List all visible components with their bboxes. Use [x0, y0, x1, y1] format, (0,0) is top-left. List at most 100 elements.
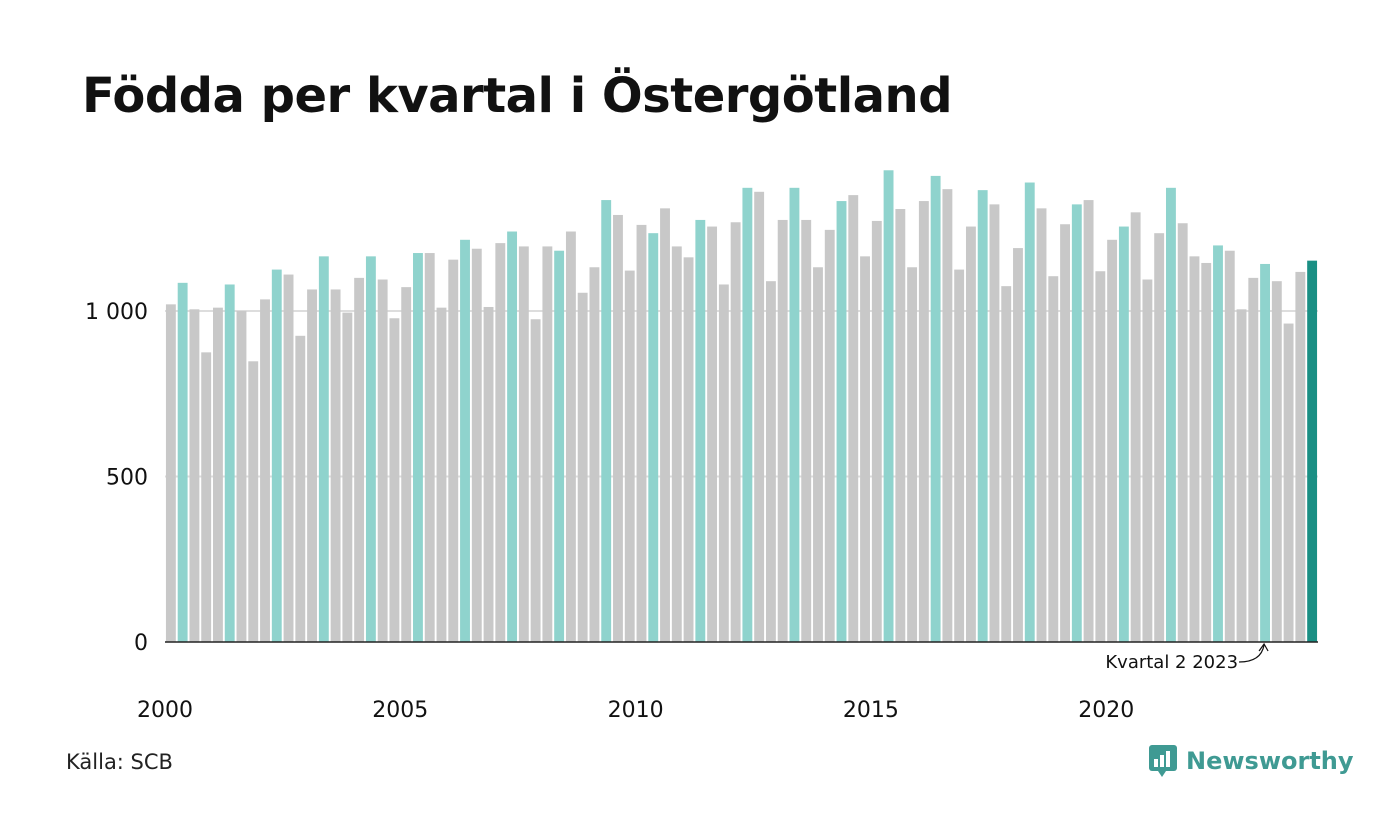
bar [1060, 224, 1070, 642]
annotation-arrowhead [1258, 642, 1269, 652]
bar [295, 335, 306, 642]
bar [613, 214, 623, 642]
bar [213, 307, 223, 642]
brand-logo: Newsworthy [1148, 744, 1354, 778]
bar [777, 219, 788, 642]
bar [1177, 223, 1188, 642]
bar [1024, 182, 1035, 642]
bar [518, 246, 529, 642]
bar [860, 256, 870, 642]
bar [789, 187, 800, 643]
bar [1107, 239, 1118, 643]
bars [165, 170, 1318, 643]
bar [742, 187, 753, 643]
bar [318, 256, 329, 642]
bar [389, 318, 400, 642]
bar [1036, 208, 1047, 642]
bar [330, 289, 341, 642]
bar [365, 256, 376, 642]
y-tick-label: 0 [134, 631, 148, 656]
bar [236, 310, 247, 642]
bar [201, 352, 212, 642]
bar [671, 246, 682, 642]
bar [1236, 309, 1247, 642]
bar [965, 226, 976, 642]
bar [460, 239, 470, 643]
bar [918, 201, 929, 642]
bar [1213, 245, 1223, 642]
bar [471, 248, 482, 643]
bar [1013, 248, 1023, 642]
bar [554, 250, 565, 643]
bar [824, 229, 835, 643]
bar [1224, 250, 1235, 643]
bar [648, 233, 659, 642]
source-note: Källa: SCB [66, 750, 173, 774]
bar [601, 200, 612, 642]
bar [483, 306, 494, 642]
bar [589, 267, 600, 642]
bar [413, 253, 423, 642]
bar [424, 253, 435, 642]
bar [1201, 262, 1212, 642]
bar [1248, 277, 1259, 642]
bar [189, 309, 200, 642]
bar [1071, 204, 1082, 642]
bar [565, 231, 576, 642]
bar [977, 190, 988, 642]
bar [307, 289, 318, 642]
bar [660, 208, 670, 642]
bar [507, 231, 518, 642]
x-tick-label: 2015 [843, 698, 899, 723]
bar [177, 282, 188, 642]
bar [836, 201, 847, 642]
x-tick-label: 2020 [1078, 698, 1134, 723]
bar [1095, 271, 1106, 642]
x-tick-label: 2010 [608, 698, 664, 723]
bar [1165, 187, 1176, 643]
bar [1295, 271, 1306, 642]
y-tick-label: 1 000 [85, 300, 148, 325]
bar [436, 307, 447, 642]
bar [1307, 260, 1318, 642]
bar [883, 170, 894, 642]
bar [636, 224, 647, 642]
bar [871, 220, 882, 642]
bar [1189, 256, 1200, 642]
bar [283, 274, 294, 642]
bar [577, 292, 588, 642]
bar [754, 191, 765, 643]
bar [848, 195, 859, 642]
bar [248, 361, 259, 642]
bar [165, 304, 176, 642]
bar [707, 226, 718, 642]
bar [954, 269, 965, 642]
bar [495, 243, 506, 642]
bar [1271, 281, 1282, 642]
brand-name: Newsworthy [1186, 747, 1354, 775]
annotation-label: Kvartal 2 2023 [1105, 652, 1238, 673]
bar [1118, 226, 1129, 642]
bar [930, 175, 941, 642]
bar [624, 270, 635, 642]
annotation: Kvartal 2 2023 [1105, 642, 1269, 673]
bar [765, 281, 776, 642]
bar [224, 284, 235, 642]
bar [1048, 276, 1059, 642]
bar [1130, 212, 1141, 642]
y-tick-label: 500 [106, 465, 148, 490]
bar [271, 269, 282, 642]
newsworthy-logo-icon [1149, 745, 1177, 777]
annotation-arrow [1239, 644, 1265, 663]
axes: 0 500 1 000 2000 2005 2010 2015 2020 [85, 300, 1318, 723]
bar [1154, 233, 1165, 642]
bar [260, 299, 270, 642]
bar [530, 319, 541, 642]
bar [907, 267, 918, 642]
bar [730, 222, 741, 642]
bar [1083, 200, 1094, 642]
bar [695, 219, 706, 642]
bar [683, 257, 694, 642]
bar [895, 209, 906, 642]
